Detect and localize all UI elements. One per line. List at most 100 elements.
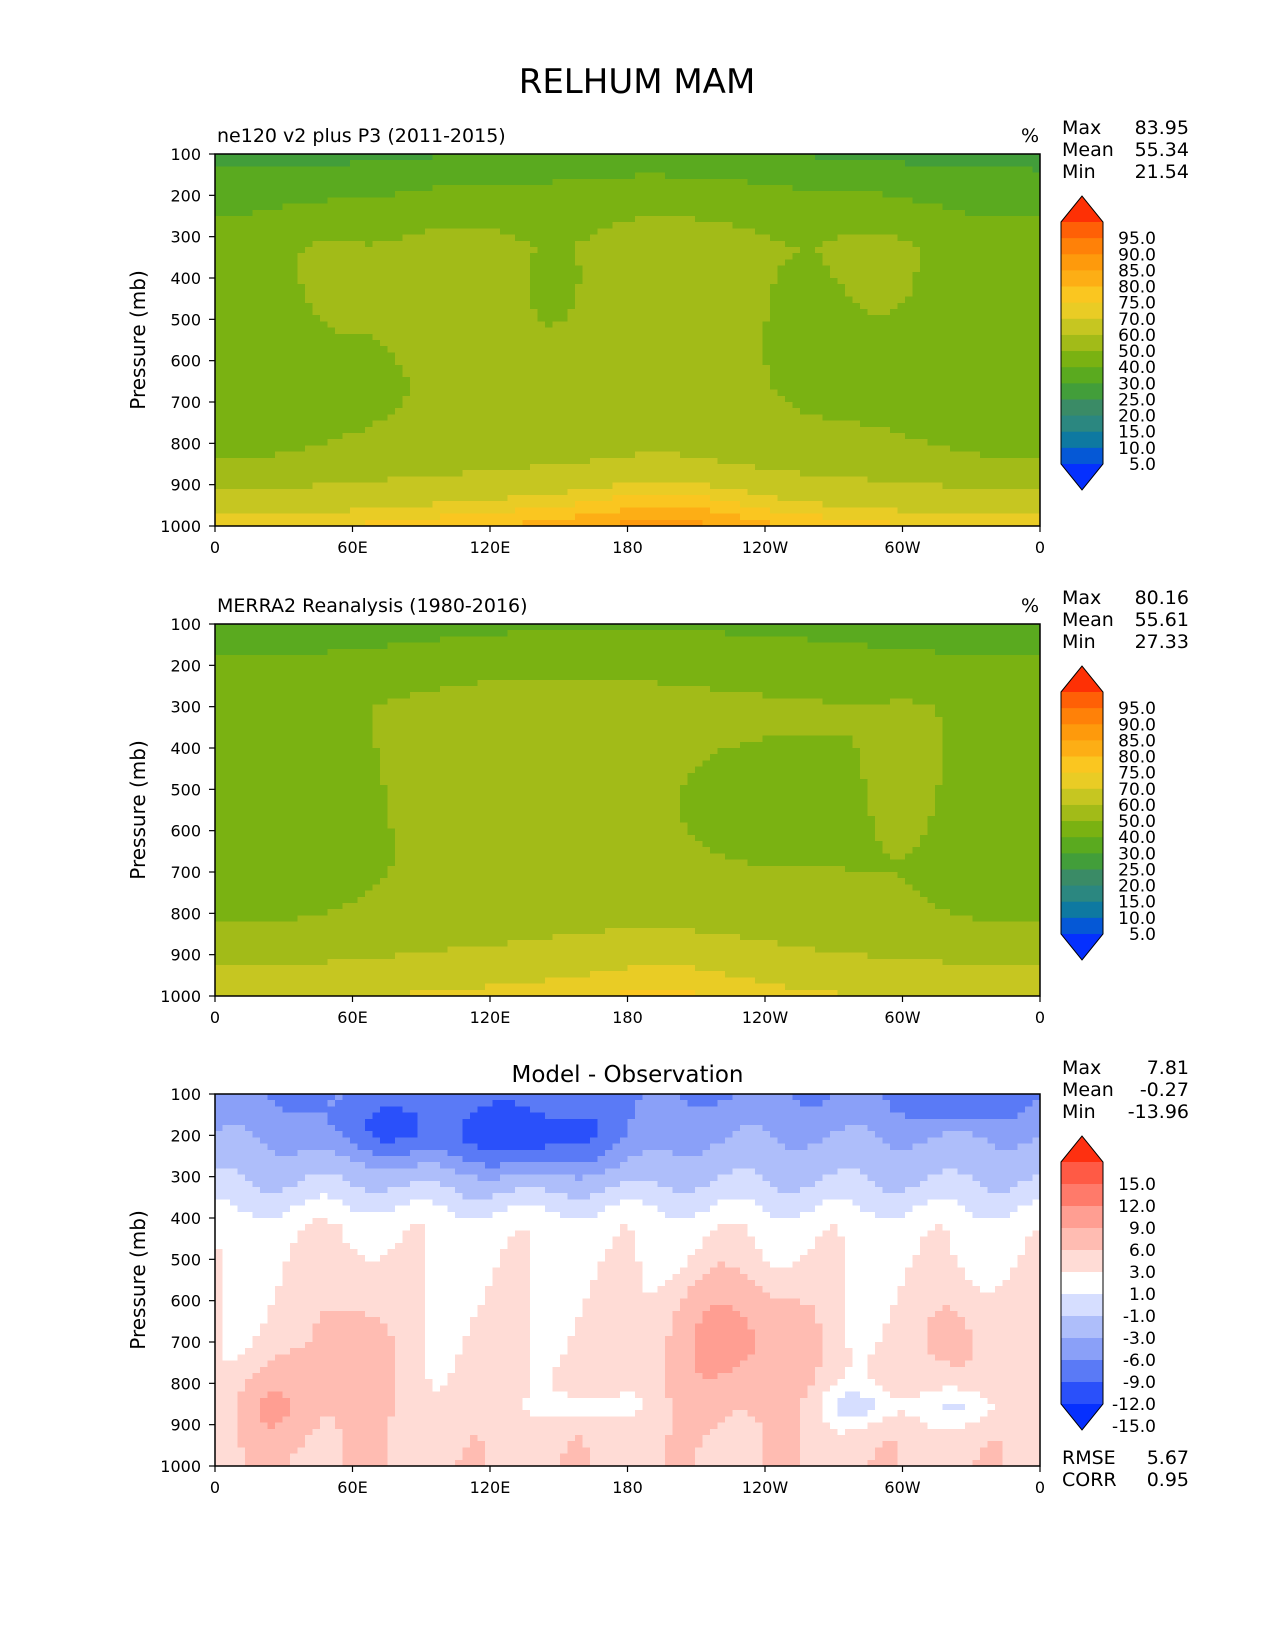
contour-cell xyxy=(732,383,741,391)
contour-cell xyxy=(897,240,906,248)
contour-cell xyxy=(702,383,711,391)
contour-cell xyxy=(237,426,246,434)
contour-cell xyxy=(477,395,486,403)
contour-cell xyxy=(297,352,306,360)
contour-cell xyxy=(890,371,899,378)
contour-cell xyxy=(260,259,269,267)
contour-cell xyxy=(492,389,501,397)
contour-cell xyxy=(980,160,989,167)
contour-cell xyxy=(365,172,374,180)
contour-cell xyxy=(357,395,366,403)
contour-cell xyxy=(245,228,254,236)
contour-cell xyxy=(470,209,479,217)
contour-cell xyxy=(455,358,464,366)
contour-cell xyxy=(560,278,569,285)
contour-cell xyxy=(470,414,479,422)
contour-cell xyxy=(792,371,801,378)
contour-cell xyxy=(342,383,351,391)
contour-cell xyxy=(485,172,494,180)
contour-cell xyxy=(987,302,996,310)
contour-cell xyxy=(552,234,561,242)
contour-cell xyxy=(995,284,1004,291)
contour-cell xyxy=(530,222,539,229)
contour-cell xyxy=(485,358,494,366)
contour-cell xyxy=(492,371,501,378)
contour-cell xyxy=(470,321,479,329)
contour-cell xyxy=(537,433,546,440)
contour-cell xyxy=(702,352,711,360)
contour-cell xyxy=(657,228,666,236)
contour-cell xyxy=(785,166,794,174)
contour-cell xyxy=(305,408,314,415)
contour-cell xyxy=(335,426,344,434)
contour-cell xyxy=(972,160,981,167)
contour-cell xyxy=(590,265,599,273)
contour-cell xyxy=(260,389,269,397)
contour-cell xyxy=(492,352,501,360)
contour-cell xyxy=(987,290,996,298)
contour-cell xyxy=(290,333,299,341)
contour-cell xyxy=(710,253,719,260)
contour-cell xyxy=(327,290,336,298)
contour-cell xyxy=(905,426,914,434)
contour-cell xyxy=(725,414,734,422)
contour-cell xyxy=(920,178,929,186)
contour-cell xyxy=(747,209,756,217)
contour-cell xyxy=(455,191,464,198)
contour-cell xyxy=(1017,420,1026,428)
contour-cell xyxy=(905,321,914,329)
contour-cell xyxy=(860,358,869,366)
contour-cell xyxy=(605,284,614,291)
contour-cell xyxy=(935,321,944,329)
contour-cell xyxy=(1002,358,1011,366)
contour-cell xyxy=(755,284,764,291)
contour-cell xyxy=(972,203,981,211)
contour-cell xyxy=(470,346,479,353)
contour-cell xyxy=(912,395,921,403)
contour-cell xyxy=(695,209,704,217)
contour-cell xyxy=(965,209,974,217)
contour-cell xyxy=(732,222,741,229)
contour-cell xyxy=(567,240,576,248)
contour-cell xyxy=(1032,346,1041,353)
contour-cell xyxy=(807,340,816,347)
contour-cell xyxy=(710,240,719,248)
contour-cell xyxy=(710,203,719,211)
contour-cell xyxy=(357,222,366,229)
contour-cell xyxy=(642,259,651,267)
contour-cell xyxy=(725,408,734,415)
contour-cell xyxy=(995,395,1004,403)
contour-cell xyxy=(327,321,336,329)
contour-cell xyxy=(800,302,809,310)
contour-cell xyxy=(432,247,441,254)
contour-cell xyxy=(957,296,966,304)
contour-cell xyxy=(642,296,651,304)
contour-cell xyxy=(620,395,629,403)
contour-cell xyxy=(432,433,441,440)
contour-cell xyxy=(470,265,479,273)
contour-cell xyxy=(470,271,479,279)
contour-cell xyxy=(980,333,989,341)
contour-cell xyxy=(462,284,471,291)
contour-cell xyxy=(1002,197,1011,205)
contour-cell xyxy=(770,309,779,316)
contour-cell xyxy=(620,364,629,372)
contour-cell xyxy=(357,302,366,310)
contour-cell xyxy=(552,352,561,360)
contour-cell xyxy=(807,228,816,236)
contour-cell xyxy=(320,433,329,440)
contour-cell xyxy=(477,402,486,409)
contour-cell xyxy=(665,414,674,422)
contour-cell xyxy=(575,426,584,434)
contour-cell xyxy=(560,327,569,335)
contour-cell xyxy=(627,154,636,161)
contour-cell xyxy=(845,216,854,223)
contour-cell xyxy=(417,333,426,341)
contour-cell xyxy=(770,395,779,403)
contour-cell xyxy=(342,309,351,316)
contour-cell xyxy=(432,253,441,260)
contour-cell xyxy=(807,346,816,353)
contour-cell xyxy=(800,160,809,167)
contour-cell xyxy=(920,346,929,353)
contour-cell xyxy=(897,185,906,192)
